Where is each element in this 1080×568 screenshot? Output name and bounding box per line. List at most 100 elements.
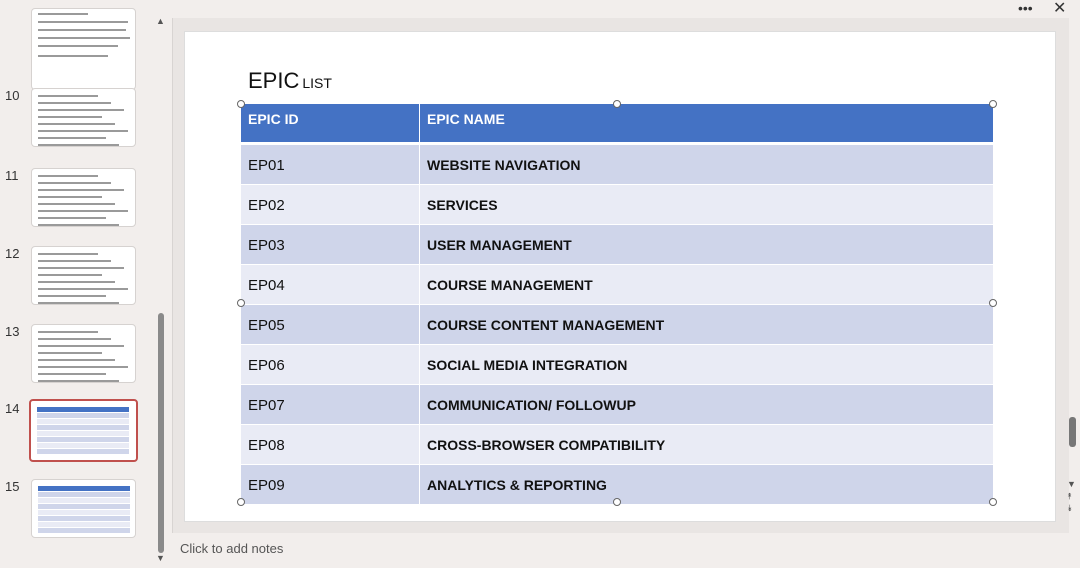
resize-handle[interactable] <box>237 100 245 108</box>
slide-title: EPIC LIST <box>248 68 332 94</box>
thumb-line <box>38 175 98 177</box>
resize-handle[interactable] <box>989 498 997 506</box>
thumb-line <box>38 210 128 212</box>
thumb-line <box>38 116 102 118</box>
resize-handle[interactable] <box>989 100 997 108</box>
epic-table[interactable]: EPIC ID EPIC NAME EP01 WEBSITE NAVIGATION EP… <box>241 104 993 504</box>
epic-name: WEBSITE NAVIGATION <box>427 157 581 173</box>
epic-name: COMMUNICATION/ FOLLOWUP <box>427 397 636 413</box>
thumb-line <box>38 492 130 497</box>
notes-area[interactable]: Click to add notes <box>172 534 1068 568</box>
title-suffix: LIST <box>302 75 332 91</box>
thumb-line <box>37 437 129 442</box>
thumb-line <box>37 413 129 418</box>
notes-placeholder[interactable]: Click to add notes <box>180 541 284 556</box>
thumb-line <box>38 260 111 262</box>
slide-number: 10 <box>5 88 20 103</box>
thumb-line <box>38 196 102 198</box>
thumb-line <box>38 380 119 382</box>
epic-name: COURSE CONTENT MANAGEMENT <box>427 317 665 333</box>
epic-name: ANALYTICS & REPORTING <box>427 477 607 493</box>
thumb-line <box>38 274 102 276</box>
epic-id: EP09 <box>241 465 420 504</box>
thumb-line <box>37 449 129 454</box>
slide-thumbnail[interactable] <box>31 479 136 538</box>
thumb-line <box>38 137 106 139</box>
epic-id: EP08 <box>241 425 420 464</box>
header-cell: EPIC ID <box>241 104 420 142</box>
thumb-line <box>38 510 130 515</box>
resize-handle[interactable] <box>237 498 245 506</box>
title-text: EPIC <box>248 68 300 93</box>
more-button[interactable]: ••• <box>1018 0 1033 16</box>
scroll-up[interactable]: ▲ <box>156 16 165 26</box>
table-row: EP05 COURSE CONTENT MANAGEMENT <box>241 304 993 344</box>
slide-thumbnail[interactable] <box>31 168 136 227</box>
thumb-line <box>38 203 115 205</box>
slide-panel: 10 11 12 13 14 15 ▲ ▼ <box>0 8 170 568</box>
header-cell: EPIC NAME <box>427 111 505 127</box>
editor-scrollbar[interactable] <box>1069 417 1076 447</box>
thumb-line <box>38 516 130 521</box>
resize-handle[interactable] <box>613 100 621 108</box>
epic-name: USER MANAGEMENT <box>427 237 572 253</box>
thumb-line <box>38 189 124 191</box>
thumb-line <box>38 345 124 347</box>
close-button[interactable]: ✕ <box>1053 0 1067 17</box>
thumb-line <box>37 425 129 430</box>
epic-id: EP02 <box>241 185 420 224</box>
epic-id: EP07 <box>241 385 420 424</box>
table-row: EP08 CROSS-BROWSER COMPATIBILITY <box>241 424 993 464</box>
table-row: EP01 WEBSITE NAVIGATION <box>241 144 993 184</box>
slide-number: 11 <box>5 168 19 183</box>
resize-handle[interactable] <box>989 299 997 307</box>
thumb-line <box>38 295 106 297</box>
thumb-line <box>38 130 128 132</box>
thumb-line <box>37 407 129 412</box>
table-row: EP07 COMMUNICATION/ FOLLOWUP <box>241 384 993 424</box>
scroll-controls[interactable]: ▼ ⯭ ⯯ <box>1067 479 1076 513</box>
thumb-line <box>38 267 124 269</box>
resize-handle[interactable] <box>237 299 245 307</box>
slide-thumbnail[interactable] <box>31 88 136 147</box>
thumb-line <box>38 359 115 361</box>
thumb-line <box>38 144 119 146</box>
slide-number: 14 <box>5 401 20 416</box>
thumb-line <box>38 288 128 290</box>
thumb-line <box>38 331 98 333</box>
thumb-line <box>38 253 98 255</box>
thumb-line <box>38 95 98 97</box>
resize-handle[interactable] <box>613 498 621 506</box>
table-row: EP09 ANALYTICS & REPORTING <box>241 464 993 504</box>
slide-number: 12 <box>5 246 20 261</box>
thumb-line <box>38 486 130 491</box>
thumb-line <box>38 366 128 368</box>
epic-name: COURSE MANAGEMENT <box>427 277 593 293</box>
slide-number: 13 <box>5 324 20 339</box>
thumb-line <box>38 109 124 111</box>
thumb-line <box>38 281 115 283</box>
table-row: EP02 SERVICES <box>241 184 993 224</box>
slide-thumbnail[interactable] <box>31 324 136 383</box>
scroll-down[interactable]: ▼ <box>156 553 165 563</box>
slide-thumbnail[interactable] <box>29 399 138 462</box>
thumb-line <box>38 102 111 104</box>
epic-id: EP04 <box>241 265 420 304</box>
thumb-line <box>38 123 115 125</box>
epic-id: EP05 <box>241 305 420 344</box>
epic-id: EP01 <box>241 145 420 184</box>
thumb-line <box>38 338 111 340</box>
epic-id: EP03 <box>241 225 420 264</box>
epic-id: EP06 <box>241 345 420 384</box>
thumb-line <box>38 498 130 503</box>
thumb-line <box>38 522 130 527</box>
table-row: EP04 COURSE MANAGEMENT <box>241 264 993 304</box>
slide-number: 15 <box>5 479 20 494</box>
slide-thumbnail[interactable] <box>31 246 136 305</box>
thumb-line <box>38 504 130 509</box>
slide-thumbnail[interactable] <box>31 8 136 90</box>
thumb-line <box>38 352 102 354</box>
panel-scrollbar[interactable] <box>158 313 164 553</box>
thumb-line <box>37 419 129 424</box>
